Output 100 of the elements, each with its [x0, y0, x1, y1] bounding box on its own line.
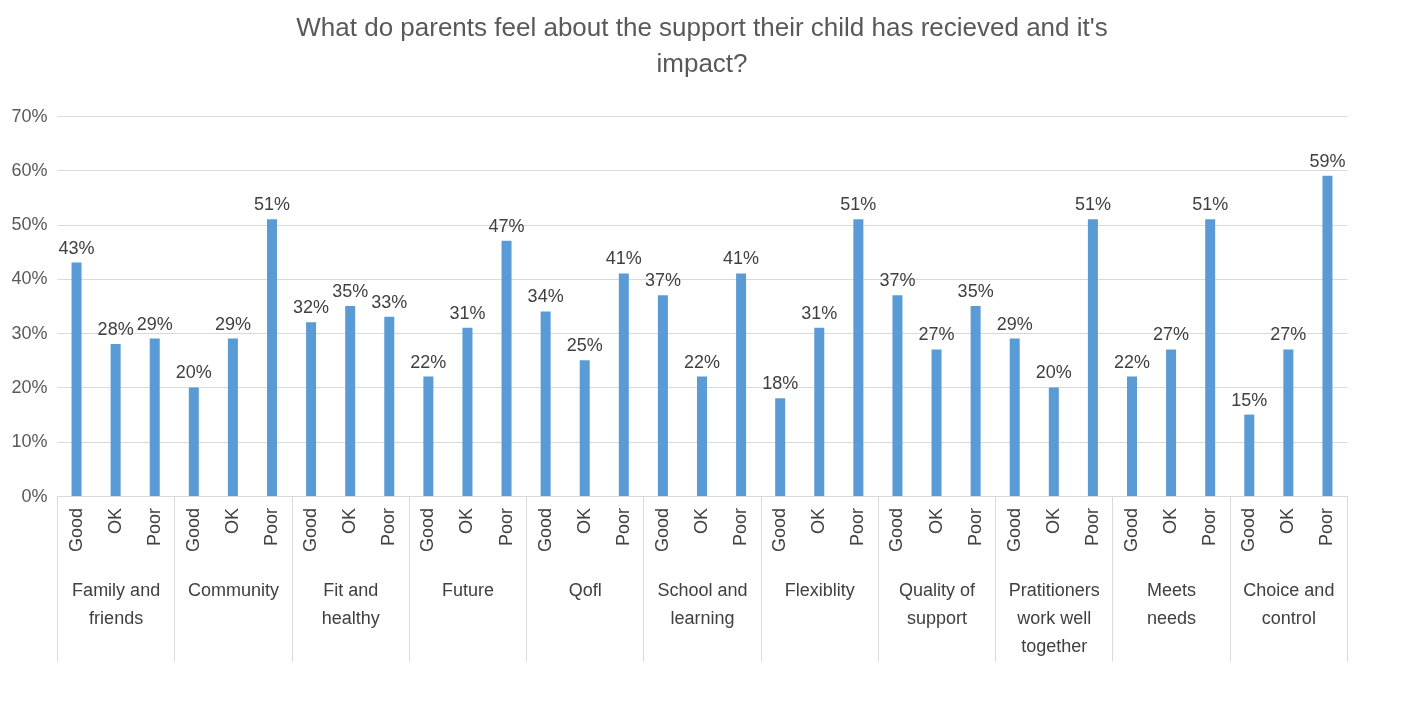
bar [579, 360, 590, 496]
y-tick-label: 70% [11, 105, 48, 126]
bar [697, 376, 707, 496]
text: OK [456, 508, 477, 535]
data-label: 51% [1192, 194, 1229, 215]
bar [227, 338, 238, 496]
bar [1048, 387, 1059, 496]
x-tick-label: Meets needs [1147, 579, 1197, 628]
text: OK [339, 508, 360, 535]
text: Poor [1316, 508, 1337, 547]
bar [1322, 175, 1333, 496]
x-tick-label: Choice and control [1243, 579, 1335, 628]
bar [540, 311, 551, 496]
bar [1205, 219, 1216, 496]
y-tick-label: 40% [11, 268, 48, 289]
data-label: 29% [214, 313, 251, 334]
data-label: 29% [996, 313, 1033, 334]
text: Good [534, 508, 555, 553]
text: Poor [612, 508, 633, 547]
y-tick-label: 0% [21, 485, 48, 506]
text: Poor [261, 508, 281, 547]
text: Poor [730, 508, 751, 547]
text: Good [1238, 508, 1259, 553]
bar [931, 349, 942, 496]
x-tick-label: Quality of support [899, 579, 977, 628]
bar [188, 387, 199, 496]
y-tick-label: 50% [11, 214, 48, 235]
data-label: 22% [1113, 351, 1151, 372]
data-label: 33% [371, 291, 408, 312]
bar [1009, 338, 1020, 496]
text: OK [1277, 508, 1298, 535]
data-label: 20% [175, 362, 212, 383]
bar [618, 273, 629, 496]
x-tick-label: Pratitioners work well together [1008, 579, 1100, 656]
bar [970, 306, 981, 496]
data-label: 27% [1270, 324, 1307, 345]
bar [892, 295, 903, 496]
text: Good [1121, 508, 1141, 553]
bar [149, 338, 160, 496]
data-label: 51% [1074, 194, 1111, 215]
text: OK [104, 508, 125, 535]
data-label: 32% [293, 297, 330, 318]
data-label: 22% [683, 351, 721, 372]
bar [110, 344, 121, 496]
bar [814, 327, 825, 496]
data-label: 37% [879, 270, 916, 291]
bar [306, 322, 317, 496]
text: Poor [143, 508, 164, 547]
text: OK [1160, 508, 1181, 535]
text: Poor [964, 508, 985, 547]
text: OK [925, 508, 946, 535]
y-tick-label: 10% [11, 431, 48, 452]
text: OK [1042, 508, 1063, 535]
data-label: 41% [723, 248, 760, 269]
bar [423, 376, 434, 496]
text: Good [886, 508, 907, 553]
text: OK [808, 508, 829, 535]
x-tick-label: Fit and healthy [321, 579, 380, 628]
data-label: 27% [918, 324, 955, 345]
bar [1087, 219, 1098, 496]
x-tick-label: Flexiblity [784, 579, 855, 600]
data-label: 41% [605, 248, 642, 269]
bar [384, 316, 395, 496]
data-label: 51% [253, 194, 291, 215]
bar [501, 240, 512, 496]
data-label: 15% [1231, 389, 1268, 410]
y-tick-label: 30% [11, 322, 48, 343]
data-label: 31% [801, 302, 838, 323]
x-tick-label: Family and friends [72, 579, 161, 628]
bar [657, 295, 668, 496]
bar [345, 306, 356, 496]
data-label: 27% [1153, 324, 1190, 345]
bar [1166, 349, 1177, 496]
text: Poor [847, 508, 868, 547]
x-tick-label: Qofl [568, 579, 602, 600]
text: Good [769, 508, 790, 553]
bar [1283, 349, 1294, 496]
bar [71, 262, 82, 496]
bar [736, 273, 747, 496]
text: Poor [1199, 508, 1220, 547]
text: Poor [378, 508, 399, 547]
bar [267, 219, 277, 496]
text: Good [182, 508, 203, 553]
text: Good [651, 508, 672, 553]
data-label: 59% [1309, 150, 1346, 171]
data-label: 37% [644, 270, 681, 291]
x-tick-label: Community [187, 579, 279, 600]
data-label: 20% [1035, 362, 1072, 383]
bar [462, 327, 473, 496]
data-label: 31% [449, 302, 486, 323]
data-label: 29% [136, 313, 173, 334]
data-label: 25% [566, 335, 603, 356]
bar [1244, 414, 1255, 496]
text: OK [573, 508, 594, 535]
bar [1127, 376, 1137, 496]
data-label: 43% [58, 237, 95, 258]
text: OK [691, 508, 711, 535]
bar [853, 219, 864, 496]
text: Good [65, 508, 86, 553]
text: Poor [495, 508, 516, 547]
